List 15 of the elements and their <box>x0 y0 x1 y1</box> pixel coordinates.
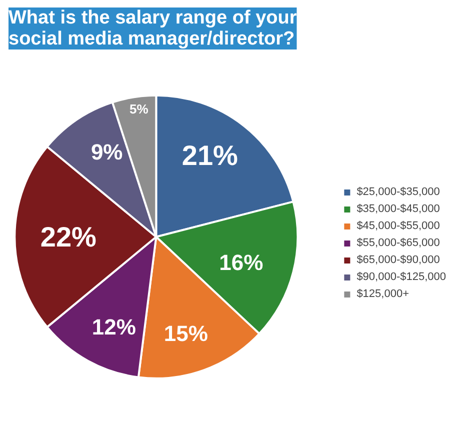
data-label: 12% <box>92 314 136 340</box>
data-label: 5% <box>130 102 149 117</box>
legend-label: $125,000+ <box>356 288 409 300</box>
data-label: 9% <box>90 139 123 164</box>
legend-label: $55,000-$65,000 <box>356 237 440 249</box>
data-label: 22% <box>40 221 97 252</box>
legend-label: $45,000-$55,000 <box>356 220 440 232</box>
data-label: 15% <box>164 321 208 346</box>
chart-title: What is the salary range of your social media manager/director? <box>8 8 298 50</box>
data-label: 16% <box>219 250 264 275</box>
data-label: 21% <box>182 140 238 172</box>
legend-label: $35,000-$45,000 <box>356 203 440 215</box>
legend-label: $65,000-$90,000 <box>356 254 440 266</box>
legend-label: $25,000-$35,000 <box>356 186 440 198</box>
legend-label: $90,000-$125,000 <box>356 271 446 283</box>
